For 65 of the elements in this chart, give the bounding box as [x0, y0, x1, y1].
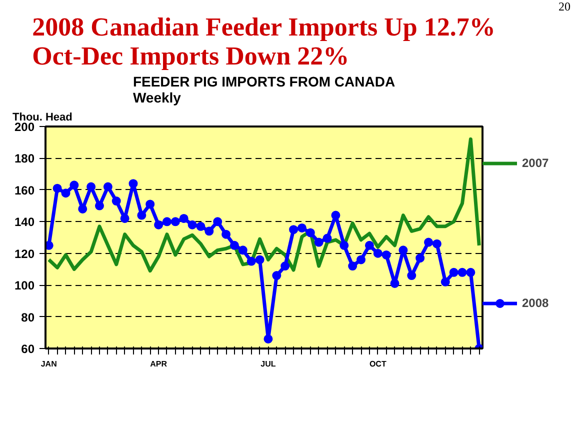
point [314, 238, 324, 247]
point [331, 210, 340, 220]
point [128, 179, 138, 188]
point [322, 234, 332, 243]
point [70, 180, 79, 190]
point [449, 268, 458, 277]
chart-title: 2008 Canadian Feeder Imports Up 12.7% Oct-Dec Imports Down 22% [32, 12, 496, 70]
point [246, 256, 256, 266]
point [61, 188, 70, 198]
point [356, 255, 366, 264]
x-tick-label: OCT [369, 360, 386, 368]
point [46, 240, 54, 250]
point [297, 223, 306, 232]
point [146, 200, 155, 209]
legend-label: 2008 [522, 296, 549, 310]
point [348, 262, 358, 271]
point [112, 196, 121, 206]
y-tick-label: 80 [21, 310, 35, 324]
point [188, 220, 197, 230]
y-tick-label: 140 [14, 215, 35, 230]
point [264, 334, 273, 344]
point [289, 225, 298, 234]
y-tick-label: 180 [14, 152, 35, 166]
legend-label: 2007 [522, 156, 549, 170]
point [255, 255, 264, 264]
point [137, 210, 146, 220]
y-tick-label: 100 [14, 278, 35, 293]
text: 20 [558, 0, 570, 14]
y-tick-label: 60 [21, 342, 35, 356]
point [407, 271, 416, 280]
point [424, 238, 434, 247]
point [120, 214, 130, 223]
point [340, 240, 349, 250]
point [432, 239, 442, 248]
point [280, 262, 290, 271]
point [416, 254, 425, 263]
point [272, 271, 282, 280]
point [440, 277, 450, 286]
point [373, 248, 382, 258]
y-tick-label: 160 [14, 183, 35, 198]
point [204, 226, 214, 236]
point [382, 250, 391, 260]
x-tick-label: JAN [40, 360, 58, 368]
point [103, 182, 112, 192]
point [94, 201, 104, 210]
chart-subtitle: FEEDER PIG IMPORTS FROM CANADA Weekly [132, 74, 396, 106]
point [162, 217, 172, 226]
point [458, 268, 467, 277]
point [364, 240, 374, 250]
point [213, 217, 222, 226]
line-series [47, 137, 481, 273]
point [398, 246, 408, 255]
point [196, 222, 206, 231]
point [230, 240, 239, 250]
point [179, 214, 188, 223]
point [154, 220, 164, 230]
x-tick-label: JUL [260, 360, 276, 368]
point [466, 268, 476, 277]
point [306, 228, 315, 238]
point [222, 230, 231, 239]
point [170, 217, 180, 226]
point [52, 184, 62, 193]
x-tick-label: APR [150, 360, 168, 368]
point [238, 246, 248, 255]
y-tick-label: 120 [14, 246, 35, 261]
